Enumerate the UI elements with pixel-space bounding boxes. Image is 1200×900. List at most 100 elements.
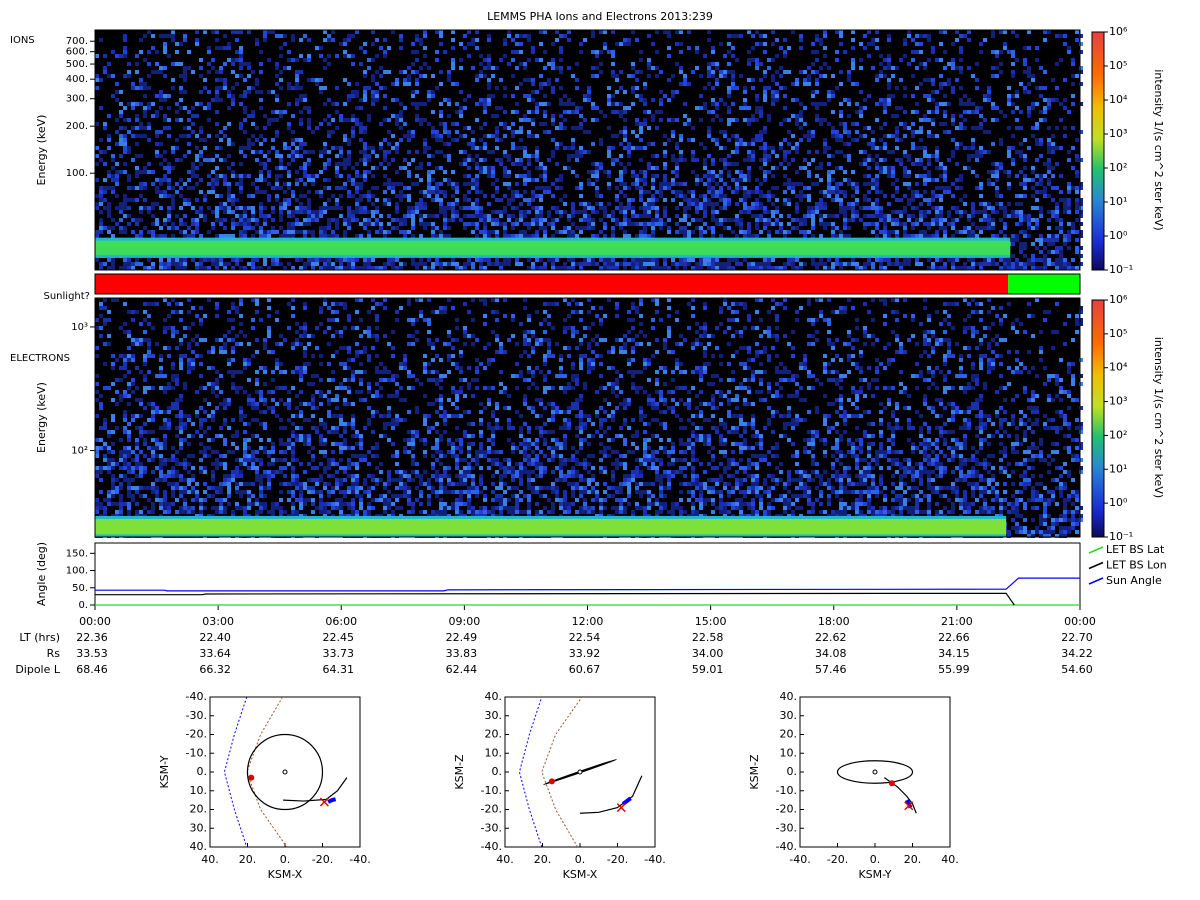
noise-pixel: [971, 230, 975, 234]
noise-pixel: [887, 54, 891, 58]
noise-pixel: [443, 262, 447, 266]
noise-pixel: [195, 198, 199, 202]
noise-pixel: [475, 210, 479, 214]
noise-pixel: [363, 146, 367, 150]
noise-pixel: [759, 42, 763, 46]
noise-pixel: [887, 214, 891, 218]
noise-pixel: [983, 258, 987, 262]
noise-pixel: [399, 222, 403, 226]
noise-pixel: [503, 174, 507, 178]
noise-pixel: [287, 170, 291, 174]
noise-pixel: [627, 74, 631, 78]
noise-pixel: [263, 138, 267, 142]
noise-pixel: [159, 226, 163, 230]
noise-pixel: [447, 98, 451, 102]
noise-pixel: [911, 234, 915, 238]
noise-pixel: [499, 198, 503, 202]
noise-pixel: [403, 262, 407, 266]
noise-pixel: [831, 90, 835, 94]
noise-pixel: [943, 174, 947, 178]
noise-pixel: [595, 54, 599, 58]
noise-pixel: [327, 234, 331, 238]
noise-pixel: [959, 198, 963, 202]
noise-pixel: [723, 54, 727, 58]
noise-pixel: [623, 262, 627, 266]
noise-pixel: [967, 110, 971, 114]
noise-pixel: [715, 182, 719, 186]
noise-pixel: [723, 70, 727, 74]
noise-pixel: [167, 170, 171, 174]
noise-pixel: [475, 186, 479, 190]
noise-pixel: [359, 198, 363, 202]
noise-pixel: [795, 210, 799, 214]
noise-pixel: [675, 174, 679, 178]
noise-pixel: [103, 66, 107, 70]
noise-pixel: [939, 206, 943, 210]
noise-pixel: [231, 98, 235, 102]
noise-pixel: [875, 78, 879, 82]
noise-pixel: [503, 38, 507, 42]
noise-pixel: [523, 182, 527, 186]
noise-pixel: [783, 154, 787, 158]
noise-pixel: [115, 170, 119, 174]
noise-pixel: [735, 234, 739, 238]
noise-pixel: [155, 94, 159, 98]
noise-pixel: [127, 258, 131, 262]
noise-pixel: [643, 214, 647, 218]
noise-pixel: [667, 54, 671, 58]
noise-pixel: [327, 262, 331, 266]
noise-pixel: [95, 74, 99, 78]
noise-pixel: [903, 222, 907, 226]
noise-pixel: [99, 186, 103, 190]
noise-pixel: [379, 222, 383, 226]
noise-pixel: [755, 110, 759, 114]
noise-pixel: [695, 218, 699, 222]
noise-pixel: [527, 58, 531, 62]
noise-pixel: [231, 218, 235, 222]
noise-pixel: [503, 262, 507, 266]
noise-pixel: [979, 150, 983, 154]
noise-pixel: [751, 78, 755, 82]
noise-pixel: [559, 214, 563, 218]
noise-pixel: [151, 266, 155, 270]
noise-pixel: [643, 122, 647, 126]
noise-pixel: [527, 78, 531, 82]
noise-pixel: [239, 222, 243, 226]
noise-pixel: [707, 202, 711, 206]
noise-pixel: [507, 214, 511, 218]
noise-pixel: [743, 178, 747, 182]
noise-pixel: [711, 162, 715, 166]
noise-pixel: [371, 74, 375, 78]
noise-pixel: [395, 182, 399, 186]
noise-pixel: [735, 34, 739, 38]
noise-pixel: [831, 214, 835, 218]
noise-pixel: [243, 206, 247, 210]
noise-pixel: [659, 182, 663, 186]
noise-pixel: [603, 266, 607, 270]
noise-pixel: [631, 266, 635, 270]
noise-pixel: [455, 186, 459, 190]
noise-pixel: [755, 134, 759, 138]
noise-pixel: [231, 194, 235, 198]
noise-pixel: [371, 58, 375, 62]
noise-pixel: [559, 66, 563, 70]
noise-pixel: [727, 50, 731, 54]
noise-pixel: [339, 206, 343, 210]
noise-pixel: [683, 194, 687, 198]
noise-pixel: [243, 154, 247, 158]
noise-pixel: [255, 178, 259, 182]
noise-pixel: [647, 258, 651, 262]
noise-pixel: [371, 90, 375, 94]
noise-pixel: [711, 98, 715, 102]
noise-pixel: [543, 50, 547, 54]
noise-pixel: [423, 30, 427, 34]
noise-pixel: [395, 202, 399, 206]
noise-pixel: [755, 94, 759, 98]
noise-pixel: [439, 182, 443, 186]
noise-pixel: [387, 46, 391, 50]
noise-pixel: [915, 182, 919, 186]
noise-pixel: [483, 158, 487, 162]
noise-pixel: [559, 230, 563, 234]
noise-pixel: [879, 214, 883, 218]
noise-pixel: [383, 70, 387, 74]
